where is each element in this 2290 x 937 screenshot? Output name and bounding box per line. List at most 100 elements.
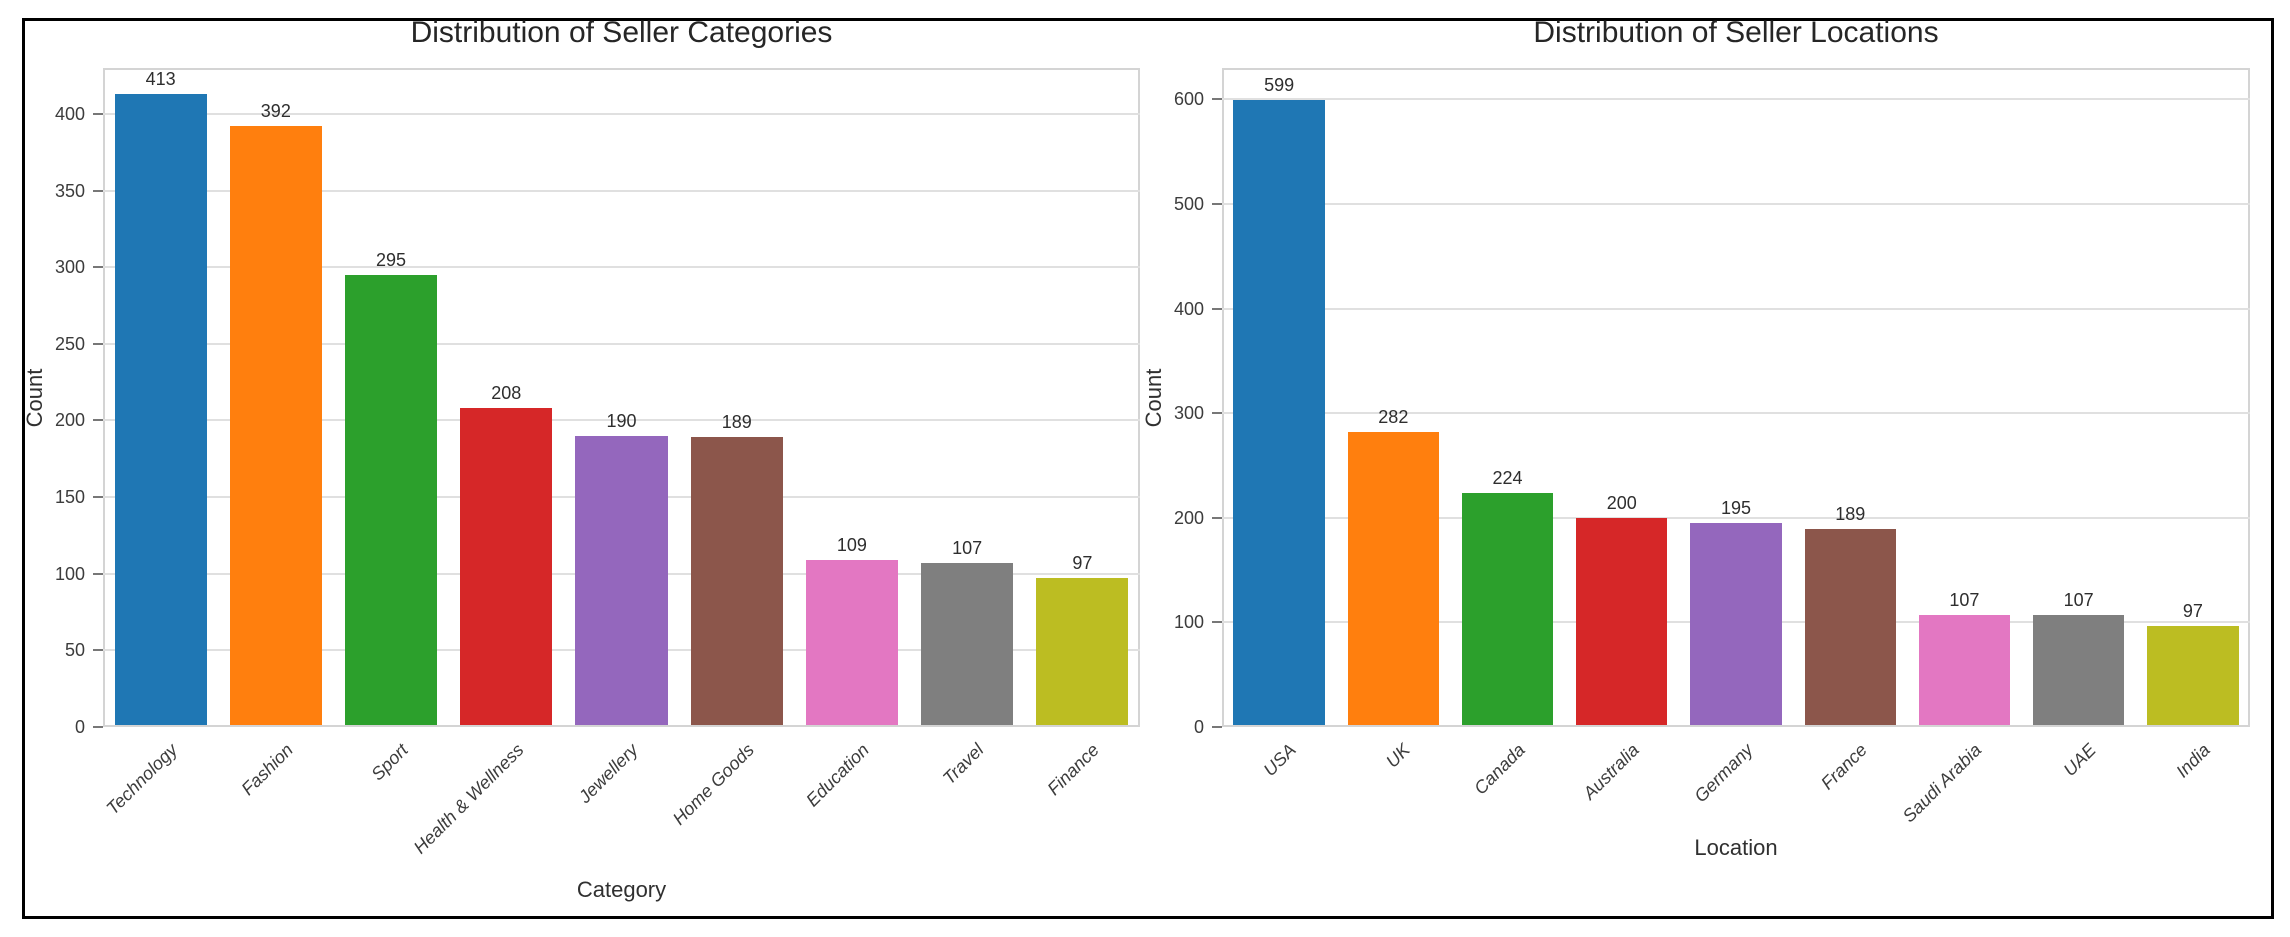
y-tick-mark (1212, 516, 1222, 519)
bar-saudi-arabia (1918, 615, 2011, 725)
y-tick-mark (93, 189, 103, 192)
x-tick-label: Germany (1690, 739, 1757, 807)
x-tick-label: Australia (1578, 739, 1643, 804)
y-tick-mark (1212, 412, 1222, 415)
x-tick-label: Home Goods (668, 739, 758, 829)
chart-title: Distribution of Seller Locations (1533, 16, 1939, 49)
y-tick-label: 400 (54, 103, 85, 124)
y-tick-label: 200 (54, 410, 85, 431)
x-tick-label: Sport (367, 739, 412, 785)
bar-value-label: 189 (721, 412, 752, 433)
y-tick-label: 300 (1173, 403, 1204, 424)
bar-canada (1461, 492, 1554, 725)
x-tick-label: UAE (2059, 739, 2100, 781)
y-tick-label: 600 (1173, 89, 1204, 110)
bar-value-label: 107 (952, 538, 983, 559)
bar-value-label: 282 (1378, 407, 1409, 428)
bar-value-label: 97 (2182, 600, 2203, 621)
y-tick-mark (93, 266, 103, 269)
y-tick-label: 50 (64, 640, 85, 661)
x-tick-label: Education (802, 739, 873, 811)
y-tick-mark (93, 419, 103, 422)
y-tick-label: 100 (1173, 612, 1204, 633)
y-tick-mark (93, 112, 103, 115)
x-axis-label: Category (576, 877, 667, 902)
bar-australia (1576, 517, 1668, 725)
bar-technology (114, 94, 207, 725)
bar-usa (1233, 100, 1325, 725)
bar-value-label: 107 (2063, 590, 2094, 611)
bar-value-label: 190 (606, 410, 637, 431)
bar-value-label: 189 (1835, 504, 1866, 525)
bar-education (805, 559, 899, 725)
bar-value-label: 295 (376, 249, 407, 270)
y-tick-mark (1212, 726, 1222, 728)
x-tick-label: Technology (102, 739, 182, 819)
y-tick-label: 100 (54, 563, 85, 584)
y-tick-mark (93, 572, 103, 575)
bar-value-label: 413 (145, 69, 176, 90)
bar-uk (1347, 432, 1440, 725)
bar-value-label: 392 (260, 101, 291, 122)
y-tick-label: 400 (1173, 298, 1204, 319)
y-tick-mark (93, 496, 103, 499)
x-tick-label: UK (1382, 739, 1415, 772)
y-tick-label: 0 (1193, 717, 1204, 737)
x-tick-label: Travel (939, 739, 989, 789)
x-tick-label: Fashion (237, 739, 297, 800)
bar-value-label: 224 (1492, 467, 1523, 488)
gridline (103, 419, 1140, 422)
y-tick-mark (93, 342, 103, 345)
bar-finance (1036, 578, 1129, 725)
bar-value-label: 599 (1264, 75, 1295, 96)
y-tick-mark (1212, 202, 1222, 205)
gridline (1222, 98, 2250, 101)
x-tick-label: USA (1259, 739, 1300, 781)
y-tick-label: 0 (74, 717, 85, 737)
chart-title: Distribution of Seller Categories (410, 16, 833, 49)
bar-jewellery (575, 435, 668, 725)
y-tick-label: 500 (1173, 193, 1204, 214)
x-tick-label: France (1817, 739, 1872, 794)
y-tick-mark (1212, 307, 1222, 310)
bar-fashion (229, 126, 322, 725)
gridline (103, 112, 1140, 115)
gridline (1222, 516, 2250, 519)
bar-india (2147, 625, 2239, 725)
x-axis-label: Location (1694, 835, 1778, 860)
gridline (103, 342, 1140, 345)
bar-travel (921, 563, 1014, 725)
bar-value-label: 107 (1949, 590, 1980, 611)
bar-home-goods (690, 437, 783, 725)
seller-locations-chart: Distribution of Seller Locations Count L… (1141, 16, 2274, 916)
gridline (103, 266, 1140, 269)
bar-germany (1690, 523, 1782, 725)
x-tick-label: Jewellery (575, 739, 643, 807)
y-tick-label: 200 (1173, 507, 1204, 528)
seller-categories-chart: Distribution of Seller Categories Count … (22, 16, 1160, 916)
bar-value-label: 97 (1072, 553, 1093, 574)
x-tick-label: Finance (1043, 739, 1104, 800)
x-tick-label: Health & Wellness (409, 739, 528, 858)
bar-value-label: 200 (1606, 492, 1637, 513)
bar-uae (2032, 615, 2125, 725)
y-tick-label: 150 (54, 487, 85, 508)
y-tick-mark (1212, 98, 1222, 101)
bar-sport (344, 274, 438, 725)
x-tick-label: Saudi Arabia (1898, 739, 1986, 827)
y-tick-label: 250 (54, 333, 85, 354)
bar-value-label: 195 (1720, 498, 1752, 519)
y-tick-label: 300 (54, 257, 85, 278)
gridline (1222, 412, 2250, 415)
bar-france (1804, 529, 1896, 725)
gridline (1222, 202, 2250, 205)
bar-value-label: 109 (836, 534, 867, 555)
x-tick-label: India (2171, 739, 2214, 782)
y-tick-mark (93, 649, 103, 652)
y-tick-label: 350 (54, 180, 85, 201)
y-tick-mark (93, 726, 103, 728)
x-tick-label: Canada (1469, 739, 1529, 799)
gridline (1222, 307, 2250, 310)
gridline (103, 189, 1140, 192)
bar-value-label: 208 (491, 383, 522, 404)
